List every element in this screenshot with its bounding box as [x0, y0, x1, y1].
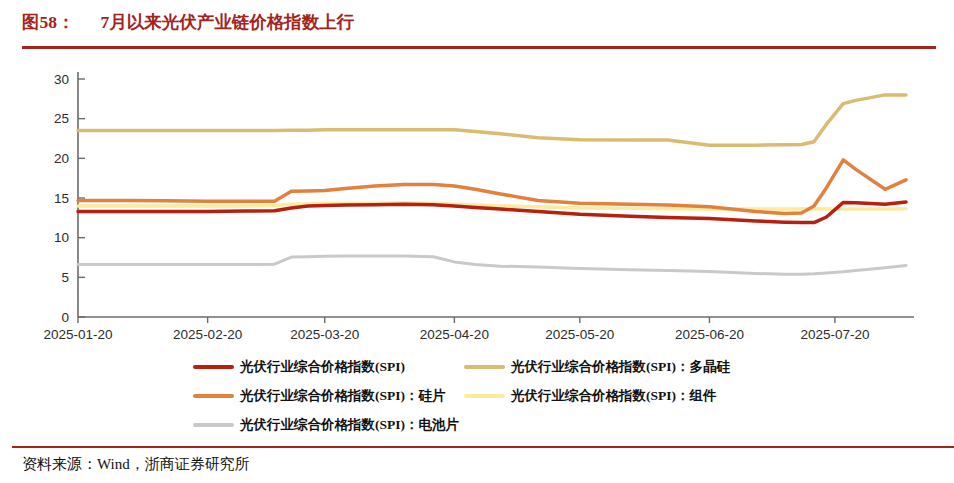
x-tick-label: 2025-07-20	[800, 327, 869, 342]
footer-divider	[12, 446, 954, 448]
report-figure-page: 图58： 7月以来光伏产业链价格指数上行 0 5 10 15 20 25 30 2025-01-…	[0, 0, 954, 483]
source-label: 资料来源：	[22, 456, 97, 472]
series-line-3	[78, 95, 906, 145]
legend-item-cell: 光伏行业综合价格指数(SPI)：电池片	[193, 410, 464, 439]
x-tick-label: 2025-01-20	[43, 327, 112, 342]
legend-marker-cell	[193, 423, 234, 427]
x-tick-label: 2025-04-20	[420, 327, 489, 342]
legend-label-spi: 光伏行业综合价格指数(SPI)	[240, 358, 405, 376]
x-tick-label: 2025-06-20	[675, 327, 744, 342]
source-text: Wind，浙商证券研究所	[97, 456, 250, 472]
legend-marker-polysilicon	[464, 365, 505, 369]
price-index-line-chart: 0 5 10 15 20 25 30 2025-01-20 2025-02-20 2025-03-…	[0, 55, 954, 347]
y-tick-label: 10	[54, 230, 69, 245]
y-tick-label: 0	[61, 310, 69, 325]
legend-label-cell: 光伏行业综合价格指数(SPI)：电池片	[240, 416, 459, 434]
legend-label-module: 光伏行业综合价格指数(SPI)：组件	[511, 387, 717, 405]
legend-column-left: 光伏行业综合价格指数(SPI) 光伏行业综合价格指数(SPI)：硅片 光伏行业综…	[193, 352, 464, 439]
y-tick-label: 30	[54, 72, 69, 87]
legend-marker-wafer	[193, 394, 234, 398]
y-tick-label: 25	[54, 111, 69, 126]
chart-legend: 光伏行业综合价格指数(SPI) 光伏行业综合价格指数(SPI)：硅片 光伏行业综…	[193, 352, 730, 439]
y-tick-label: 5	[61, 270, 69, 285]
legend-item-polysilicon: 光伏行业综合价格指数(SPI)：多晶硅	[464, 352, 730, 381]
series-line-2	[78, 256, 906, 274]
x-tick-label: 2025-02-20	[173, 327, 242, 342]
y-tick-label: 20	[54, 151, 69, 166]
x-tick-label: 2025-05-20	[545, 327, 614, 342]
y-tick-label: 15	[54, 191, 69, 206]
legend-item-spi: 光伏行业综合价格指数(SPI)	[193, 352, 464, 381]
legend-item-module: 光伏行业综合价格指数(SPI)：组件	[464, 381, 730, 410]
source-line: 资料来源：Wind，浙商证券研究所	[22, 453, 250, 475]
legend-column-right: 光伏行业综合价格指数(SPI)：多晶硅 光伏行业综合价格指数(SPI)：组件	[464, 352, 730, 439]
legend-item-wafer: 光伏行业综合价格指数(SPI)：硅片	[193, 381, 464, 410]
legend-marker-module	[464, 394, 505, 398]
header-divider	[22, 46, 936, 49]
legend-label-polysilicon: 光伏行业综合价格指数(SPI)：多晶硅	[511, 358, 730, 376]
figure-title: 7月以来光伏产业链价格指数上行	[101, 12, 355, 32]
legend-label-wafer: 光伏行业综合价格指数(SPI)：硅片	[240, 387, 446, 405]
figure-header: 图58： 7月以来光伏产业链价格指数上行	[22, 10, 354, 34]
figure-number: 图58：	[22, 12, 75, 32]
x-tick-label: 2025-03-20	[290, 327, 359, 342]
legend-marker-spi	[193, 365, 234, 369]
